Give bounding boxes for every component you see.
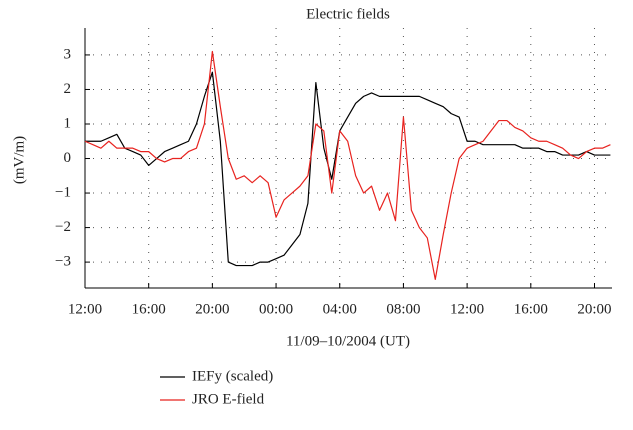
series-line xyxy=(84,50,611,280)
x-tick-label: 12:00 xyxy=(450,301,484,317)
x-axis-label: 11/09–10/2004 (UT) xyxy=(286,333,410,349)
legend-label: IEFy (scaled) xyxy=(192,368,273,384)
series-line xyxy=(85,71,611,267)
chart-title: Electric fields xyxy=(306,6,390,22)
y-tick-label: 0 xyxy=(64,150,72,166)
x-tick-label: 16:00 xyxy=(132,301,166,317)
x-tick-label: 20:00 xyxy=(195,301,229,317)
x-tick-label: 12:00 xyxy=(68,301,102,317)
y-tick-label: −3 xyxy=(55,254,71,270)
x-tick-label: 16:00 xyxy=(514,301,548,317)
legend-label: JRO E-field xyxy=(192,391,265,407)
x-tick-label: 20:00 xyxy=(577,301,611,317)
x-tick-label: 08:00 xyxy=(386,301,420,317)
y-tick-label: 3 xyxy=(64,46,72,62)
y-tick-label: −2 xyxy=(55,219,71,235)
y-axis-label: (mV/m) xyxy=(11,136,27,184)
y-tick-label: 1 xyxy=(64,115,72,131)
y-tick-label: −1 xyxy=(55,184,71,200)
y-tick-label: 2 xyxy=(64,81,72,97)
x-tick-label: 04:00 xyxy=(323,301,357,317)
x-tick-label: 00:00 xyxy=(259,301,293,317)
